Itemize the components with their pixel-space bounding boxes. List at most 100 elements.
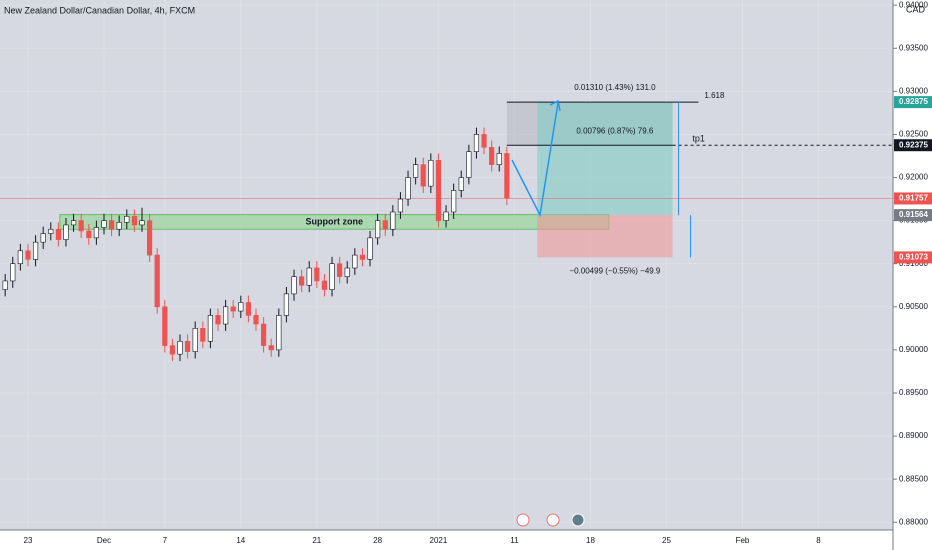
candle-body bbox=[192, 328, 198, 352]
tp1-label: tp1 bbox=[692, 134, 705, 144]
candle-body bbox=[451, 190, 457, 213]
y-tick-label: 0.92500 bbox=[899, 130, 928, 139]
event-icon[interactable] bbox=[546, 513, 560, 527]
candle-body bbox=[299, 276, 305, 286]
candle-body bbox=[367, 237, 373, 260]
candle-body bbox=[435, 159, 442, 221]
candle-body bbox=[276, 315, 282, 351]
candle-body bbox=[268, 345, 274, 351]
candle-body bbox=[17, 250, 23, 265]
candle-body bbox=[86, 230, 92, 239]
price-level-box bbox=[894, 96, 932, 109]
y-tick-label: 0.90000 bbox=[899, 345, 928, 354]
projection-path bbox=[511, 102, 559, 218]
candle-body bbox=[154, 254, 160, 308]
candle-body bbox=[291, 276, 297, 295]
candle-body bbox=[420, 164, 426, 187]
candle-body bbox=[321, 280, 328, 290]
support-zone-label: Support zone bbox=[306, 216, 364, 226]
price-level-box bbox=[894, 209, 932, 222]
candle-body bbox=[101, 220, 107, 228]
currency: CAD bbox=[906, 4, 926, 14]
candle-body bbox=[162, 306, 168, 346]
plot-background bbox=[0, 0, 893, 530]
candle-body bbox=[481, 134, 487, 148]
marks: Support zone 1.618 tp1 0.01310 (1.43%) 131.… bbox=[0, 83, 893, 362]
candle-body bbox=[215, 315, 221, 325]
candle-body bbox=[458, 177, 464, 191]
candle-body bbox=[78, 220, 84, 232]
candle-body bbox=[116, 222, 122, 230]
stop-label: −0.00499 (−0.55%) −49.9 bbox=[569, 267, 661, 276]
event-icon[interactable] bbox=[516, 513, 530, 527]
candle-body bbox=[48, 228, 54, 234]
x-tick-label: Feb bbox=[736, 536, 750, 545]
candle-body bbox=[337, 263, 343, 277]
candle-body bbox=[109, 220, 115, 230]
candle-body bbox=[10, 263, 16, 282]
y-tick-label: 0.89500 bbox=[899, 388, 928, 397]
y-tick-label: 0.93500 bbox=[899, 43, 928, 52]
y-tick-label: 0.94000 bbox=[899, 0, 928, 9]
candle-body bbox=[382, 220, 388, 230]
candle-body bbox=[63, 224, 69, 240]
candle-body bbox=[25, 250, 31, 260]
y-tick-label: 0.92000 bbox=[899, 173, 928, 182]
profit-zone bbox=[537, 102, 673, 216]
candle-body bbox=[93, 227, 99, 239]
y-tick-label: 0.88000 bbox=[899, 517, 928, 526]
loss-zone bbox=[537, 215, 673, 258]
candle-body bbox=[443, 211, 449, 221]
fib-label: 1.618 bbox=[704, 91, 725, 100]
projection-arrowhead bbox=[549, 99, 561, 112]
candle-body bbox=[405, 177, 411, 200]
candle-body bbox=[390, 211, 396, 230]
candle-body bbox=[131, 216, 137, 226]
candle-body bbox=[314, 267, 320, 282]
event-icon[interactable] bbox=[571, 513, 585, 527]
candle-body bbox=[185, 340, 191, 352]
candle-body bbox=[329, 263, 335, 290]
candle-body bbox=[496, 153, 502, 165]
candle-body bbox=[200, 328, 206, 342]
candle-body bbox=[207, 315, 213, 342]
x-tick-label: 8 bbox=[816, 536, 821, 545]
x-tick-label: 18 bbox=[586, 536, 595, 545]
price-level-label: 0.91757 bbox=[899, 194, 928, 203]
x-tick-label: 28 bbox=[373, 536, 382, 545]
price-level-box bbox=[894, 251, 932, 264]
candle-body bbox=[473, 134, 480, 152]
x-tick-label: Dec bbox=[97, 536, 111, 545]
x-tick-label: 11 bbox=[510, 536, 519, 545]
candle-body bbox=[413, 164, 419, 178]
candle-body bbox=[147, 220, 153, 256]
candle-body bbox=[504, 153, 510, 199]
candle-body bbox=[306, 267, 312, 286]
chart-title: New Zealand Dollar/Canadian Dollar, 4h, … bbox=[4, 5, 195, 15]
y-tick-label: 0.89000 bbox=[899, 431, 928, 440]
time-axis bbox=[0, 530, 893, 550]
x-tick-label: 7 bbox=[163, 536, 168, 545]
candle-body bbox=[253, 315, 259, 325]
x-tick-label: 23 bbox=[24, 536, 33, 545]
candle-body bbox=[238, 302, 244, 312]
candle-body bbox=[261, 323, 267, 346]
candle-body bbox=[489, 147, 495, 165]
candle-body bbox=[245, 302, 251, 316]
axes: 0.88000 0.88500 0.89000 0.89500 0.90000 0.905… bbox=[24, 0, 932, 545]
candle-body bbox=[375, 220, 381, 239]
y-tick-label: 0.88500 bbox=[899, 474, 928, 483]
candle-body bbox=[71, 220, 77, 226]
price-level-box bbox=[894, 139, 932, 152]
candle-body bbox=[283, 293, 289, 316]
candle-body bbox=[40, 233, 46, 243]
candle-body bbox=[139, 220, 145, 226]
target-label: 0.01310 (1.43%) 131.0 bbox=[574, 83, 656, 92]
candle-body bbox=[55, 228, 61, 240]
x-tick-label: 2021 bbox=[430, 536, 448, 545]
y-tick-label: 0.93000 bbox=[899, 86, 928, 95]
candle-body bbox=[32, 241, 39, 260]
price-level-box bbox=[894, 192, 932, 205]
candle-body bbox=[169, 345, 175, 355]
